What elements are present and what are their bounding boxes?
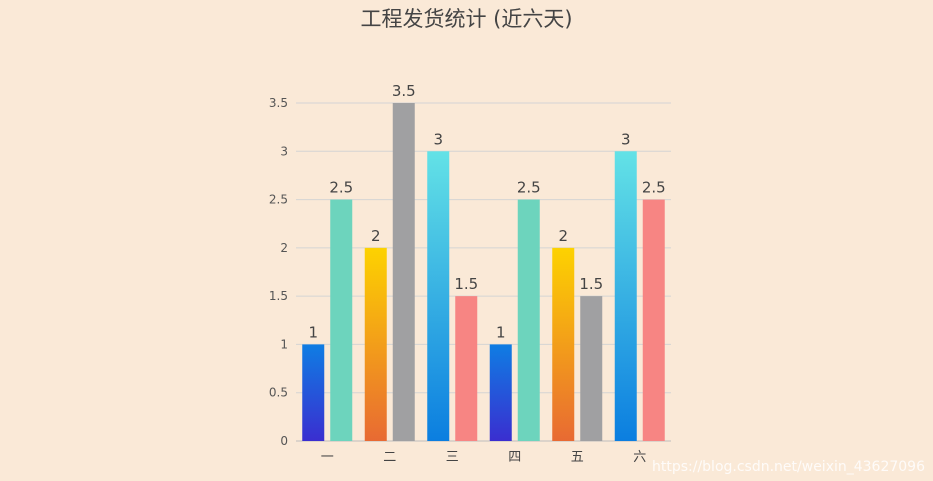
data-label: 3.5 bbox=[392, 82, 416, 100]
data-label: 2 bbox=[558, 227, 568, 245]
x-tick-label: 一 bbox=[321, 450, 334, 465]
data-label: 1 bbox=[308, 323, 318, 341]
y-tick-label: 3.5 bbox=[269, 96, 288, 110]
y-tick-label: 1 bbox=[280, 337, 288, 351]
bar bbox=[302, 344, 325, 441]
y-tick-label: 0.5 bbox=[269, 386, 288, 400]
chart-title: 工程发货统计 (近六天) bbox=[360, 7, 573, 31]
data-label: 3 bbox=[621, 130, 631, 148]
data-label: 3 bbox=[433, 130, 443, 148]
data-label: 1 bbox=[496, 323, 506, 341]
x-tick-label: 六 bbox=[633, 450, 646, 465]
x-tick-label: 五 bbox=[571, 450, 584, 465]
bar bbox=[489, 344, 512, 441]
x-tick-label: 四 bbox=[508, 450, 521, 465]
y-tick-label: 1.5 bbox=[269, 289, 288, 303]
bar bbox=[552, 247, 575, 441]
y-tick-label: 0 bbox=[280, 434, 288, 448]
data-label: 1.5 bbox=[454, 275, 478, 293]
bar bbox=[580, 296, 603, 441]
bar bbox=[330, 199, 353, 441]
bar bbox=[392, 103, 415, 441]
x-tick-label: 二 bbox=[383, 450, 396, 465]
y-tick-label: 3 bbox=[280, 144, 288, 158]
bar bbox=[517, 199, 540, 441]
bar bbox=[364, 247, 387, 441]
bar bbox=[427, 151, 450, 442]
data-label: 1.5 bbox=[579, 275, 603, 293]
bar bbox=[455, 296, 478, 441]
bar bbox=[614, 151, 637, 442]
data-label: 2.5 bbox=[329, 179, 353, 197]
watermark: https://blog.csdn.net/weixin_43627096 bbox=[651, 459, 925, 475]
bar bbox=[642, 199, 665, 441]
data-label: 2.5 bbox=[517, 179, 541, 197]
y-tick-label: 2 bbox=[280, 241, 288, 255]
x-tick-label: 三 bbox=[446, 450, 459, 465]
data-label: 2 bbox=[371, 227, 381, 245]
data-label: 2.5 bbox=[642, 179, 666, 197]
y-tick-label: 2.5 bbox=[269, 193, 288, 207]
